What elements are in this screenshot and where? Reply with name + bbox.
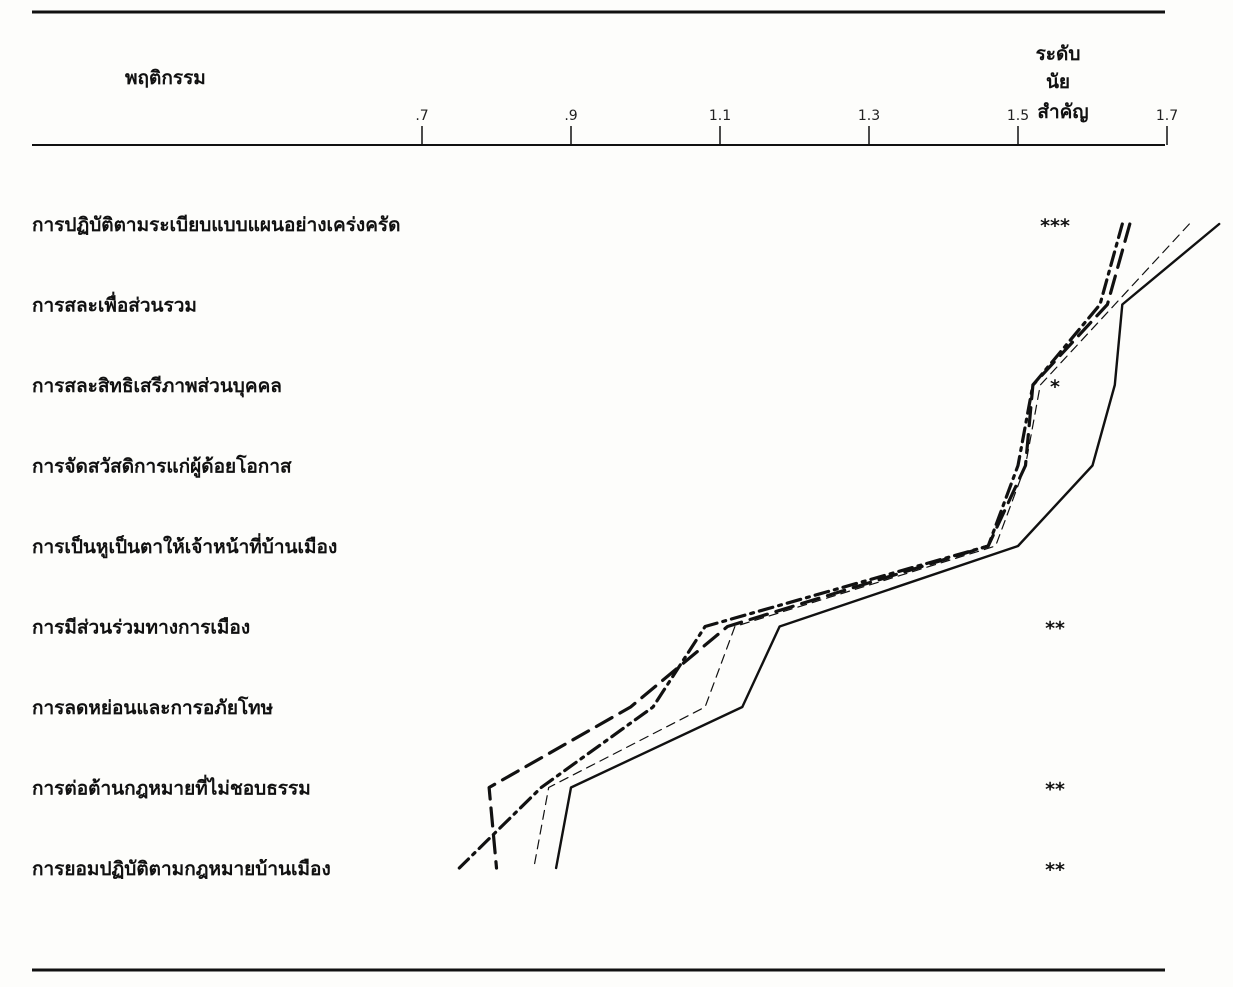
x-tick-label-0: .7 bbox=[415, 108, 428, 124]
series-lines bbox=[457, 222, 1221, 870]
series-line-1 bbox=[533, 223, 1190, 869]
significance-mark-7: ** bbox=[1045, 779, 1065, 801]
significance-mark-2: * bbox=[1050, 376, 1060, 398]
x-axis-ticks: .7 .9 1.1 1.3 1.5 1.7 bbox=[415, 108, 1178, 145]
category-label-3: การจัดสวัสดิการแก่ผู้ด้อยโอกาส bbox=[32, 455, 292, 479]
series-line-2 bbox=[487, 222, 1132, 870]
significance-marks: ********** bbox=[1040, 215, 1070, 881]
x-tick-label-3: 1.3 bbox=[858, 108, 880, 124]
x-tick-label-1: .9 bbox=[564, 108, 577, 124]
significance-mark-5: ** bbox=[1045, 618, 1065, 640]
x-tick-label-4: 1.5 bbox=[1007, 108, 1029, 124]
category-label-7: การต่อต้านกฎหมายที่ไม่ชอบธรรม bbox=[32, 775, 311, 800]
significance-mark-8: ** bbox=[1045, 859, 1065, 881]
category-label-6: การลดหย่อนและการอภัยโทษ bbox=[32, 696, 274, 719]
significance-mark-0: *** bbox=[1040, 215, 1070, 237]
category-label-1: การสละเพื่อส่วนรวม bbox=[32, 292, 197, 317]
category-label-5: การมีส่วนร่วมทางการเมือง bbox=[32, 617, 250, 639]
category-label-8: การยอมปฏิบัติตามกฎหมายบ้านเมือง bbox=[32, 858, 331, 880]
x-tick-label-2: 1.1 bbox=[709, 108, 731, 124]
series-line-3 bbox=[457, 222, 1124, 870]
behavior-column-header: พฤติกรรม bbox=[125, 67, 206, 89]
significance-header-line-2: นัย bbox=[1046, 71, 1070, 93]
category-labels: การปฏิบัติตามระเบียบแบบแผนอย่างเคร่งครัด… bbox=[32, 214, 400, 880]
category-label-0: การปฏิบัติตามระเบียบแบบแผนอย่างเคร่งครัด bbox=[32, 214, 400, 236]
category-label-4: การเป็นหูเป็นตาให้เจ้าหน้าที่บ้านเมือง bbox=[32, 533, 337, 559]
x-tick-label-5: 1.7 bbox=[1156, 108, 1178, 124]
category-label-2: การสละสิทธิเสรีภาพส่วนบุคคล bbox=[32, 375, 282, 398]
significance-header-line-3: สำคัญ bbox=[1037, 101, 1088, 123]
significance-header-line-1: ระดับ bbox=[1036, 43, 1081, 65]
series-line-0 bbox=[554, 222, 1221, 870]
